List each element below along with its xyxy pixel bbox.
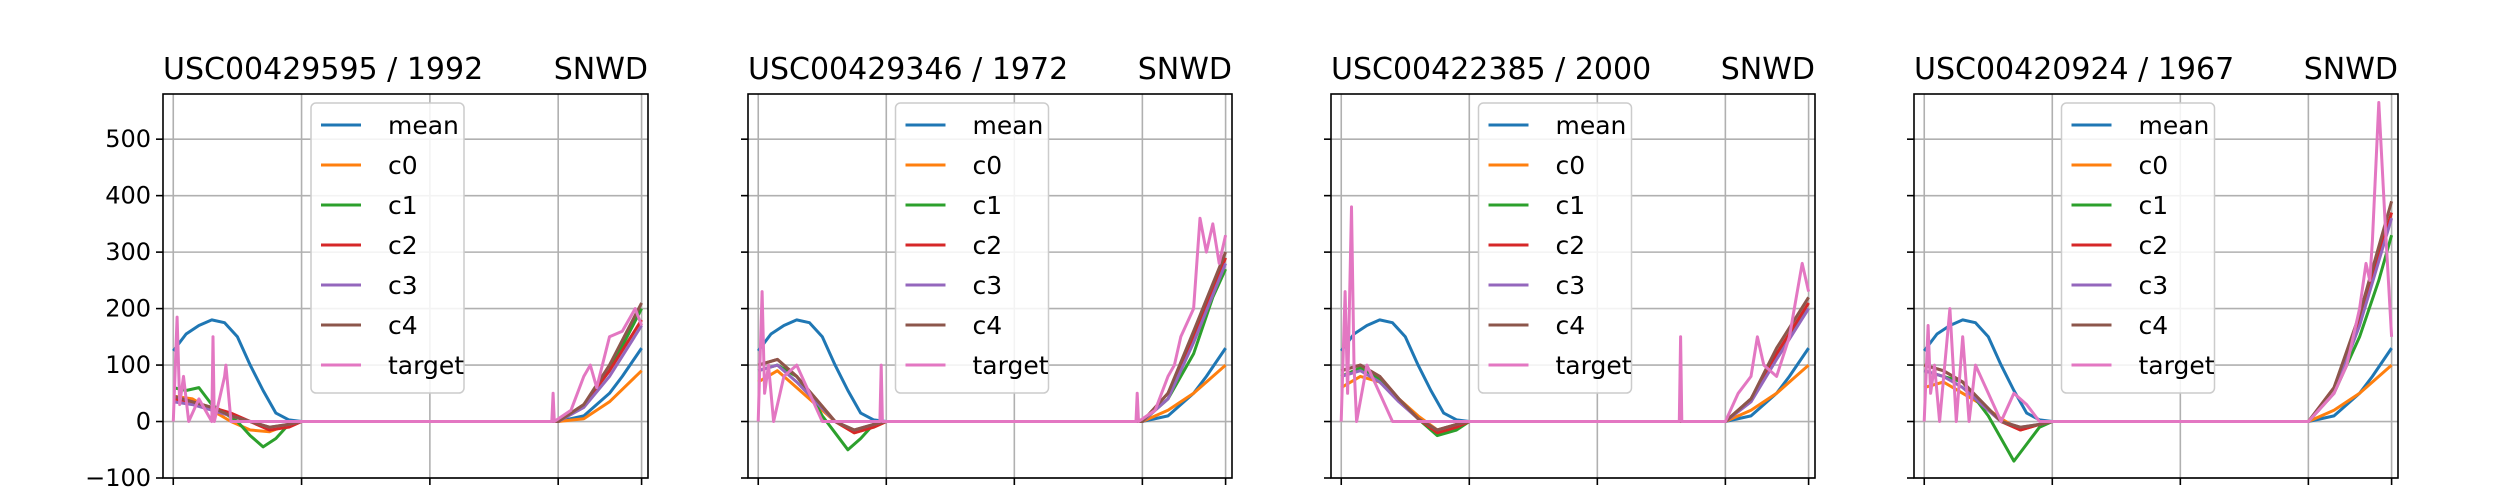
legend: mean c0 c1 c2 c3 c4 target: [310, 102, 465, 394]
subplot-title-right: SNWD: [554, 52, 648, 87]
series-group: [756, 216, 1228, 452]
subplot-2: USC00429346 / 1972 SNWD mean c0 c1 c2 c3 c4 targ…: [741, 52, 1233, 485]
series-line-target: [1922, 101, 2394, 423]
legend-label-c3: c3: [973, 271, 1003, 300]
legend-label-c0: c0: [2139, 151, 2169, 180]
legend-label-c4: c4: [2139, 311, 2169, 340]
y-tick-label: 300: [105, 238, 151, 266]
axes-frame: [162, 93, 649, 479]
series-line-target: [1339, 205, 1811, 423]
axes-frame: [1330, 93, 1816, 479]
legend-label-c3: c3: [2139, 271, 2169, 300]
legend-label-c2: c2: [973, 231, 1003, 260]
legend-label-mean: mean: [388, 111, 459, 140]
axes-frame: [1913, 93, 2399, 479]
legend-label-c0: c0: [388, 151, 418, 180]
subplot-title: USC00422385 / 2000: [1331, 52, 1651, 87]
series-line-target: [756, 216, 1228, 423]
series-line-mean: [172, 318, 643, 423]
series-line-c4: [757, 251, 1227, 432]
legend-box: [2060, 102, 2216, 394]
legend-label-c0: c0: [973, 151, 1003, 180]
legend-label-c3: c3: [388, 271, 418, 300]
legend-label-c2: c2: [388, 231, 418, 260]
series-group: [1339, 205, 1811, 438]
series-line-c4: [1340, 296, 1810, 432]
legend-label-target: target: [973, 351, 1049, 380]
legend-label-c2: c2: [1556, 231, 1586, 260]
subplot-title: USC00429595 / 1992: [163, 52, 483, 87]
legend-box: [310, 102, 465, 394]
series-group: [171, 302, 644, 449]
legend-label-c1: c1: [1556, 191, 1586, 220]
legend-label-mean: mean: [2139, 111, 2210, 140]
legend-label-c0: c0: [1556, 151, 1586, 180]
y-tick-label: 500: [105, 125, 151, 153]
series-line-target: [171, 307, 644, 423]
subplot-1: −100 0 100 200 300 400 500 USC00429595 / 1992 SN…: [85, 52, 649, 492]
legend-label-c4: c4: [973, 311, 1003, 340]
subplot-title-right: SNWD: [1721, 52, 1815, 87]
subplot-title-right: SNWD: [1138, 52, 1232, 87]
y-tick-label: 400: [105, 182, 151, 210]
legend-label-c1: c1: [2139, 191, 2169, 220]
subplot-4: USC00420924 / 1967 SNWD mean c0 c1 c2 c3 c4 targ…: [1907, 52, 2399, 485]
legend-label-target: target: [2139, 351, 2215, 380]
legend: mean c0 c1 c2 c3 c4 target: [894, 102, 1050, 394]
series-line-mean: [757, 318, 1227, 423]
series-line-mean: [1340, 318, 1810, 423]
series-line-c4: [172, 302, 643, 429]
legend-label-target: target: [1556, 351, 1632, 380]
legend-label-c4: c4: [388, 311, 418, 340]
legend-label-c3: c3: [1556, 271, 1586, 300]
legend-label-c1: c1: [973, 191, 1003, 220]
legend-label-c4: c4: [1556, 311, 1586, 340]
series-group: [1922, 101, 2394, 463]
subplot-3: USC00422385 / 2000 SNWD mean c0 c1 c2 c3 c4 targ…: [1324, 52, 1816, 485]
legend-label-mean: mean: [1556, 111, 1627, 140]
subplot-title: USC00429346 / 1972: [748, 52, 1068, 87]
legend: mean c0 c1 c2 c3 c4 target: [1477, 102, 1633, 394]
legend-box: [1477, 102, 1633, 394]
legend-label-c1: c1: [388, 191, 418, 220]
axes-frame: [747, 93, 1233, 479]
legend-box: [894, 102, 1050, 394]
series-line-mean: [1923, 318, 2393, 423]
legend: mean c0 c1 c2 c3 c4 target: [2060, 102, 2216, 394]
legend-label-c2: c2: [2139, 231, 2169, 260]
subplot-title: USC00420924 / 1967: [1914, 52, 2234, 87]
y-tick-label: 200: [105, 295, 151, 323]
y-tick-label: −100: [85, 464, 151, 492]
subplot-title-right: SNWD: [2304, 52, 2398, 87]
legend-label-mean: mean: [973, 111, 1044, 140]
legend-label-target: target: [388, 351, 464, 380]
y-tick-label: 100: [105, 351, 151, 379]
y-tick-label: 0: [136, 408, 151, 436]
